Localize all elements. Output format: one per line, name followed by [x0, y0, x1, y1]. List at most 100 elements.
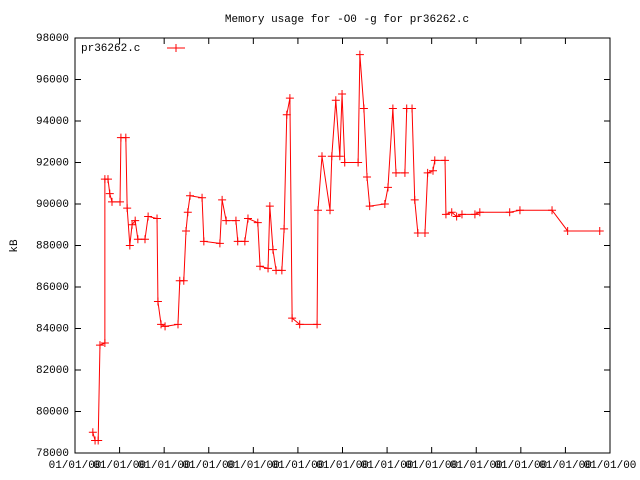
point-marker — [264, 264, 273, 273]
point-marker — [277, 266, 286, 275]
point-marker — [363, 173, 372, 182]
point-marker — [183, 208, 192, 217]
point-marker — [108, 197, 117, 206]
point-marker — [410, 195, 419, 204]
point-marker — [288, 314, 297, 323]
point-marker — [256, 262, 265, 271]
legend-label: pr36262.c — [81, 43, 140, 55]
point-marker — [100, 339, 109, 348]
point-marker — [355, 50, 364, 59]
point-marker — [326, 206, 335, 215]
point-marker — [505, 208, 514, 217]
y-tick-label: 86000 — [36, 282, 69, 294]
point-marker — [173, 320, 182, 329]
y-tick-label: 96000 — [36, 74, 69, 86]
x-tick-label: 01/01/00 — [49, 460, 102, 472]
point-marker — [95, 341, 104, 350]
point-marker — [452, 212, 461, 221]
point-marker — [199, 237, 208, 246]
point-marker — [383, 183, 392, 192]
point-marker — [140, 235, 149, 244]
point-marker — [179, 276, 188, 285]
point-marker — [116, 197, 125, 206]
point-marker — [380, 200, 389, 208]
point-marker — [429, 166, 438, 175]
point-marker — [144, 212, 153, 221]
point-marker — [131, 216, 140, 225]
point-marker — [420, 229, 429, 238]
point-marker — [265, 202, 274, 211]
point-marker — [218, 195, 227, 204]
y-tick-label: 98000 — [36, 33, 69, 45]
point-marker — [243, 214, 252, 223]
point-marker — [186, 191, 195, 200]
x-tick-label: 01/01/00 — [361, 460, 414, 472]
point-marker — [105, 189, 114, 198]
point-marker — [413, 229, 422, 238]
point-marker — [447, 208, 456, 217]
x-tick-label: 01/01/00 — [93, 460, 146, 472]
x-tick-label: 01/01/00 — [584, 460, 637, 472]
point-marker — [285, 94, 294, 103]
y-axis-label: kB — [9, 239, 21, 253]
point-marker — [313, 206, 322, 215]
y-tick-label: 80000 — [36, 406, 69, 418]
point-marker — [475, 208, 484, 217]
point-marker — [198, 193, 207, 202]
y-tick-label: 92000 — [36, 157, 69, 169]
point-marker — [430, 156, 439, 165]
point-marker — [280, 224, 289, 233]
point-marker — [128, 220, 137, 229]
point-marker — [327, 152, 336, 161]
point-marker — [423, 168, 432, 177]
y-tick-label: 82000 — [36, 365, 69, 377]
point-marker — [215, 239, 224, 248]
x-tick-label: 01/01/00 — [182, 460, 235, 472]
point-marker — [94, 436, 103, 445]
point-marker — [359, 104, 368, 113]
point-marker — [400, 168, 409, 177]
x-tick-label: 01/01/00 — [272, 460, 325, 472]
point-marker — [388, 104, 397, 113]
point-marker — [182, 226, 191, 235]
point-marker — [457, 210, 466, 219]
point-marker — [88, 428, 97, 437]
point-marker — [365, 202, 374, 211]
legend-swatch — [172, 44, 180, 52]
point-marker — [125, 241, 134, 250]
point-marker — [317, 152, 326, 161]
point-marker — [338, 90, 347, 99]
point-marker — [470, 210, 479, 219]
point-marker — [392, 168, 400, 177]
point-marker — [161, 322, 170, 331]
point-marker — [103, 175, 112, 184]
chart-title: Memory usage for -O0 -g for pr36262.c — [225, 14, 469, 26]
point-marker — [340, 158, 349, 167]
point-marker — [313, 320, 322, 329]
x-tick-label: 01/01/00 — [227, 460, 280, 472]
x-tick-label: 01/01/00 — [450, 460, 503, 472]
point-marker — [231, 216, 240, 225]
x-tick-label: 01/01/00 — [316, 460, 369, 472]
point-marker — [253, 218, 262, 227]
point-marker — [133, 235, 142, 244]
point-marker — [282, 110, 291, 119]
point-marker — [595, 226, 604, 235]
y-tick-label: 84000 — [36, 323, 69, 335]
x-tick-label: 01/01/00 — [405, 460, 458, 472]
point-marker — [441, 156, 450, 165]
point-marker — [563, 226, 572, 235]
point-marker — [121, 133, 130, 142]
point-marker — [222, 216, 231, 225]
y-tick-label: 78000 — [36, 448, 69, 460]
point-marker — [233, 237, 242, 246]
y-tick-label: 94000 — [36, 116, 69, 128]
point-marker — [240, 237, 249, 246]
x-tick-label: 01/01/00 — [494, 460, 547, 472]
point-marker — [515, 206, 524, 215]
x-tick-label: 01/01/00 — [539, 460, 592, 472]
point-marker — [331, 96, 340, 105]
point-marker — [153, 214, 162, 223]
